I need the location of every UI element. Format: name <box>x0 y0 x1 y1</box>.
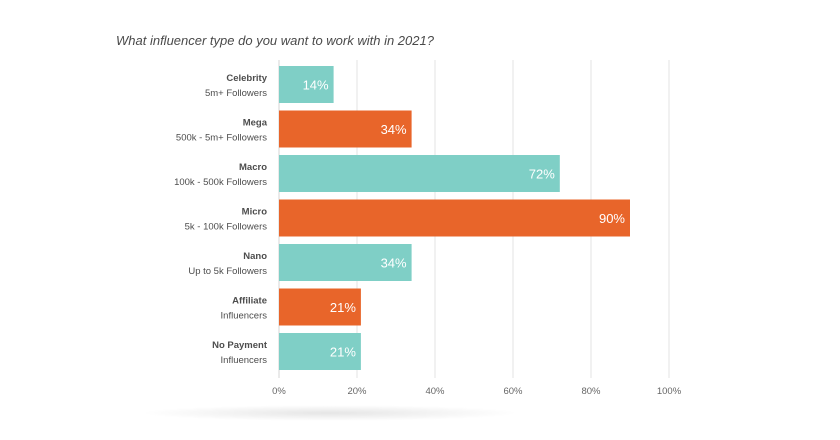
x-tick-label: 100% <box>657 386 682 397</box>
chart-title: What influencer type do you want to work… <box>116 33 434 48</box>
category-name: Micro <box>242 207 268 218</box>
bar-value-label: 34% <box>381 122 407 137</box>
x-tick-label: 60% <box>503 386 523 397</box>
bar-value-label: 21% <box>330 300 356 315</box>
bar <box>279 199 630 237</box>
x-tick-label: 0% <box>272 386 286 397</box>
category-name: Mega <box>243 118 268 129</box>
category-subtitle: Influencers <box>221 311 268 322</box>
category-subtitle: Up to 5k Followers <box>188 266 267 277</box>
category-subtitle: 5k - 100k Followers <box>185 222 268 233</box>
category-name: No Payment <box>212 340 268 351</box>
category-name: Affiliate <box>232 296 267 307</box>
category-name: Celebrity <box>226 73 267 84</box>
bar-value-label: 21% <box>330 345 356 360</box>
bar-value-label: 90% <box>599 211 625 226</box>
x-tick-label: 20% <box>347 386 367 397</box>
x-tick-label: 80% <box>581 386 601 397</box>
bar <box>279 244 412 281</box>
bar <box>279 333 361 370</box>
category-name: Macro <box>239 162 267 173</box>
category-name: Nano <box>243 251 267 262</box>
bar <box>279 110 412 148</box>
category-subtitle: 100k - 500k Followers <box>174 177 267 188</box>
bar-value-label: 72% <box>529 167 555 182</box>
bar <box>279 66 334 103</box>
x-tick-label: 40% <box>425 386 445 397</box>
bar-value-label: 34% <box>381 256 407 271</box>
category-subtitle: Influencers <box>221 355 268 366</box>
category-subtitle: 5m+ Followers <box>205 88 267 99</box>
bar <box>279 288 361 326</box>
category-subtitle: 500k - 5m+ Followers <box>176 133 267 144</box>
bar-value-label: 14% <box>303 78 329 93</box>
bar <box>279 155 560 192</box>
chart-shadow <box>140 405 520 421</box>
